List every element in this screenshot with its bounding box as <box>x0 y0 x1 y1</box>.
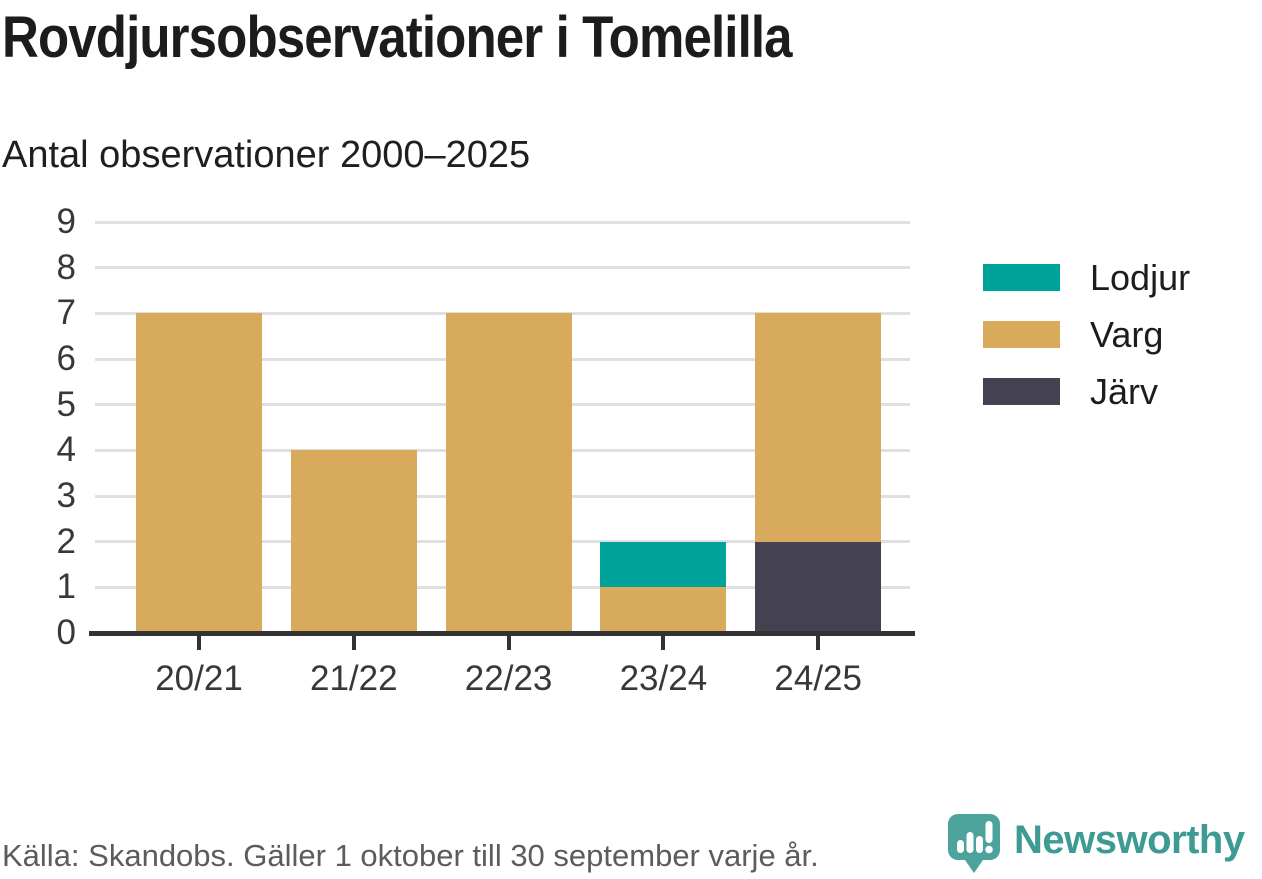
legend-label: Lodjur <box>1090 256 1191 298</box>
y-axis-label: 9 <box>56 202 76 241</box>
bar-segment-varg-20/21 <box>136 313 262 633</box>
bar-segment-varg-24/25 <box>755 313 882 542</box>
x-axis-tick <box>197 636 201 650</box>
bar-segment-varg-21/22 <box>290 450 417 633</box>
bar-segment-varg-22/23 <box>445 313 572 633</box>
legend-label: Varg <box>1090 313 1164 355</box>
newsworthy-branding: Newsworthy <box>948 814 1245 874</box>
legend-item-järv: Järv <box>983 371 1190 412</box>
y-axis-label: 6 <box>56 339 76 378</box>
legend-item-lodjur: Lodjur <box>983 257 1190 298</box>
plot-area: 20/21 21/22 22/23 23/24 24/25 <box>89 220 915 698</box>
newsworthy-wordmark: Newsworthy <box>1014 818 1245 862</box>
y-axis-label: 8 <box>56 247 76 287</box>
legend-label: Järv <box>1090 370 1159 412</box>
y-axis-label: 0 <box>56 613 76 652</box>
gridline-8 <box>95 266 910 270</box>
y-axis-label: 4 <box>56 430 76 470</box>
y-axis-label: 5 <box>56 384 76 424</box>
gridline-9 <box>95 220 910 224</box>
x-axis-label: 21/22 <box>310 659 398 698</box>
legend-item-varg: Varg <box>983 314 1190 355</box>
bar-segment-järv-24/25 <box>755 541 882 633</box>
y-axis-label: 1 <box>56 567 76 607</box>
chart-title: Rovdjursobservationer i Tomelilla <box>2 5 793 70</box>
bar-segment-varg-23/24 <box>600 587 727 633</box>
legend: Lodjur Varg Järv <box>983 257 1190 412</box>
y-axis-label: 3 <box>56 476 76 515</box>
x-axis-label: 24/25 <box>774 659 862 698</box>
x-axis-label: 22/23 <box>464 659 553 698</box>
legend-swatch-järv <box>983 378 1060 405</box>
legend-swatch-lodjur <box>983 264 1060 291</box>
x-axis-tick <box>351 636 356 650</box>
x-axis-line <box>89 631 915 636</box>
x-axis-tick <box>506 636 511 650</box>
x-axis-tick <box>816 636 821 650</box>
bar-segment-lodjur-23/24 <box>600 541 727 588</box>
legend-swatch-varg <box>983 321 1060 348</box>
x-axis-tick <box>661 636 666 650</box>
chart-subtitle: Antal observationer 2000–2025 <box>2 134 531 176</box>
x-axis-label: 23/24 <box>619 659 708 698</box>
y-axis-label: 7 <box>56 293 76 333</box>
source-note: Källa: Skandobs. Gäller 1 oktober till 3… <box>2 838 819 873</box>
x-axis-label: 20/21 <box>155 659 243 698</box>
y-axis-label: 2 <box>56 521 76 561</box>
newsworthy-logo-icon <box>948 814 1000 873</box>
